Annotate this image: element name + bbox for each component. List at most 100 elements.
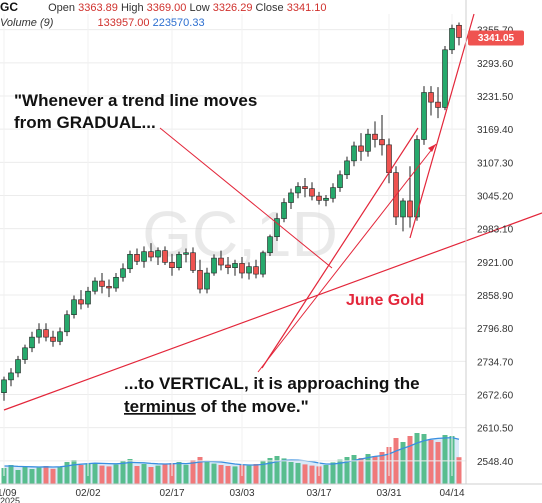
candle-body bbox=[400, 200, 406, 218]
candle bbox=[1, 376, 7, 401]
volume-bar bbox=[57, 467, 63, 484]
candle bbox=[211, 254, 217, 276]
y-tick-label: 2858.90 bbox=[477, 291, 514, 302]
y-tick-label: 2734.70 bbox=[477, 357, 514, 368]
volume-bar bbox=[22, 466, 28, 484]
volume-bar bbox=[344, 457, 350, 484]
x-tick-label: 01/09 bbox=[0, 488, 17, 499]
y-tick-label: 2983.10 bbox=[477, 225, 514, 236]
volume-bar bbox=[71, 460, 77, 484]
y-tick-label: 2610.50 bbox=[477, 424, 514, 435]
candle-body bbox=[386, 144, 392, 173]
y-tick-label: 2796.80 bbox=[477, 324, 514, 335]
candle-body bbox=[162, 250, 168, 263]
quote-line-4: terminus of the move." bbox=[124, 397, 309, 416]
volume-bar bbox=[197, 457, 203, 484]
candle bbox=[414, 135, 420, 221]
candle-body bbox=[225, 264, 231, 268]
candle bbox=[365, 128, 371, 157]
candle bbox=[435, 87, 441, 119]
candle bbox=[449, 24, 455, 55]
candle-body bbox=[22, 347, 28, 360]
candle bbox=[148, 243, 154, 262]
volume-bar bbox=[64, 462, 70, 484]
candle bbox=[372, 121, 378, 148]
candle-body bbox=[176, 254, 182, 268]
candle-body bbox=[442, 49, 448, 108]
candle-body bbox=[218, 257, 224, 266]
candle-body bbox=[85, 290, 91, 305]
candle-body bbox=[92, 280, 98, 292]
volume-bar bbox=[288, 462, 294, 484]
candle bbox=[379, 114, 385, 156]
candle-body bbox=[197, 270, 203, 290]
volume-bar bbox=[148, 467, 154, 484]
y-tick-label: 3045.20 bbox=[477, 191, 514, 202]
candle-body bbox=[239, 263, 245, 274]
candle-body bbox=[246, 266, 252, 274]
candle bbox=[36, 323, 42, 344]
candle bbox=[232, 259, 238, 276]
volume-pane bbox=[1, 433, 462, 484]
x-tick-label: 02/02 bbox=[75, 488, 100, 499]
candle-body bbox=[148, 251, 154, 258]
x-tick-label: 04/14 bbox=[439, 488, 464, 499]
candle bbox=[316, 191, 322, 205]
candle-body bbox=[134, 254, 140, 262]
candle bbox=[197, 259, 203, 294]
volume-bar bbox=[309, 465, 315, 484]
candle bbox=[253, 259, 259, 279]
volume-bar bbox=[232, 466, 238, 484]
x-tick-label: 03/03 bbox=[229, 488, 254, 499]
volume-bar bbox=[274, 456, 280, 484]
candle bbox=[8, 368, 14, 387]
candle bbox=[407, 166, 413, 228]
candle-body bbox=[267, 236, 273, 254]
last-price-value: 3341.05 bbox=[478, 33, 515, 44]
candles bbox=[1, 22, 462, 401]
volume-bar bbox=[92, 463, 98, 484]
candle-body bbox=[29, 336, 35, 349]
open-value: 3363.89 bbox=[78, 2, 118, 14]
candle-body bbox=[295, 186, 301, 194]
candle-body bbox=[64, 314, 70, 333]
volume-bar bbox=[176, 462, 182, 484]
candle bbox=[176, 251, 182, 271]
volume-bar bbox=[155, 465, 161, 484]
candle-body bbox=[421, 92, 427, 140]
volume-label: Volume (9) bbox=[0, 17, 54, 29]
x-tick-label: 03/31 bbox=[376, 488, 401, 499]
candle-body bbox=[141, 251, 147, 262]
candle bbox=[309, 182, 315, 201]
volume-bar bbox=[435, 442, 441, 484]
candle bbox=[22, 344, 28, 364]
candle bbox=[400, 198, 406, 232]
candle-body bbox=[50, 336, 56, 342]
last-price-badge: 3341.05 bbox=[468, 30, 524, 46]
volume-bar bbox=[127, 459, 133, 484]
candle bbox=[43, 323, 49, 342]
june-gold-label: June Gold bbox=[346, 292, 424, 309]
candle-body bbox=[36, 329, 42, 338]
gradual-trend-line bbox=[3, 212, 542, 411]
volume-ma-value: 223570.33 bbox=[152, 17, 205, 29]
volume-bar bbox=[78, 465, 84, 484]
candle bbox=[218, 250, 224, 271]
candle bbox=[330, 183, 336, 203]
candle bbox=[358, 133, 364, 161]
vertical-trend-line bbox=[409, 13, 475, 239]
volume-bar bbox=[106, 466, 112, 484]
candle-body bbox=[456, 24, 462, 38]
volume-bar bbox=[36, 467, 42, 484]
quote-terminus: terminus bbox=[124, 397, 196, 416]
close-value: 3341.10 bbox=[286, 2, 327, 14]
volume-bar bbox=[120, 461, 126, 484]
candle-body bbox=[155, 250, 161, 258]
candle-body bbox=[372, 133, 378, 140]
x-tick-label: 02/17 bbox=[159, 488, 184, 499]
candle bbox=[344, 156, 350, 180]
volume-bar bbox=[134, 466, 140, 484]
candle bbox=[57, 327, 63, 346]
